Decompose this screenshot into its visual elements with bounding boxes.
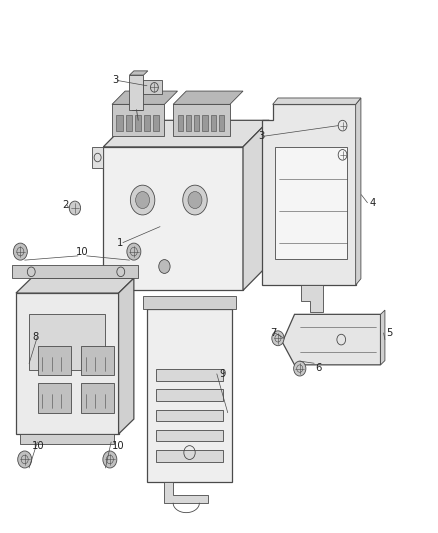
Text: 1: 1 [117,238,123,247]
Text: 10: 10 [76,247,88,256]
Bar [126,115,132,131]
Polygon shape [112,91,177,104]
Bar [38,383,71,413]
Polygon shape [130,71,148,75]
Polygon shape [143,296,237,309]
Polygon shape [381,310,385,365]
Bar [202,115,208,131]
Polygon shape [112,104,164,136]
Bar [194,115,199,131]
Bar [144,115,150,131]
Bar [135,115,141,131]
Polygon shape [16,293,119,434]
Polygon shape [130,75,144,110]
Polygon shape [301,285,323,312]
Polygon shape [119,278,134,434]
Polygon shape [273,98,361,104]
Bar [275,147,347,259]
Bar [155,369,223,381]
Bar [38,346,71,375]
Bar [81,383,114,413]
Polygon shape [147,309,232,482]
Bar [155,430,223,441]
Bar [81,346,114,375]
Circle shape [103,451,117,468]
Polygon shape [243,120,269,290]
Text: 10: 10 [32,441,45,451]
Bar [155,450,223,462]
Polygon shape [164,482,208,503]
Circle shape [127,243,141,260]
Polygon shape [262,104,356,285]
Text: 2: 2 [62,200,68,211]
Polygon shape [103,147,243,290]
Polygon shape [12,265,138,278]
Circle shape [293,361,306,376]
Text: 3: 3 [258,131,265,141]
Bar [177,115,183,131]
Polygon shape [20,434,114,443]
Bar [29,314,106,370]
Polygon shape [92,147,103,168]
Polygon shape [173,104,230,136]
Circle shape [159,260,170,273]
Circle shape [272,331,284,346]
Text: 5: 5 [386,328,392,338]
Polygon shape [356,98,361,285]
Circle shape [183,185,207,215]
Circle shape [18,451,32,468]
Bar [211,115,216,131]
Bar [117,115,123,131]
Polygon shape [144,80,162,94]
Circle shape [69,201,81,215]
Circle shape [13,243,27,260]
Polygon shape [283,314,381,365]
Text: 9: 9 [219,369,226,379]
Circle shape [136,191,150,208]
Bar [153,115,159,131]
Polygon shape [173,91,243,104]
Text: 8: 8 [32,332,39,342]
Circle shape [131,185,155,215]
Text: 3: 3 [112,76,118,85]
Circle shape [188,191,202,208]
Polygon shape [16,278,134,293]
Bar [155,409,223,421]
Bar [155,389,223,401]
Text: 4: 4 [370,198,376,208]
Text: 10: 10 [112,441,125,451]
Bar [219,115,224,131]
Polygon shape [103,120,269,147]
Text: 6: 6 [315,362,321,373]
Text: 7: 7 [271,328,277,338]
Bar [186,115,191,131]
